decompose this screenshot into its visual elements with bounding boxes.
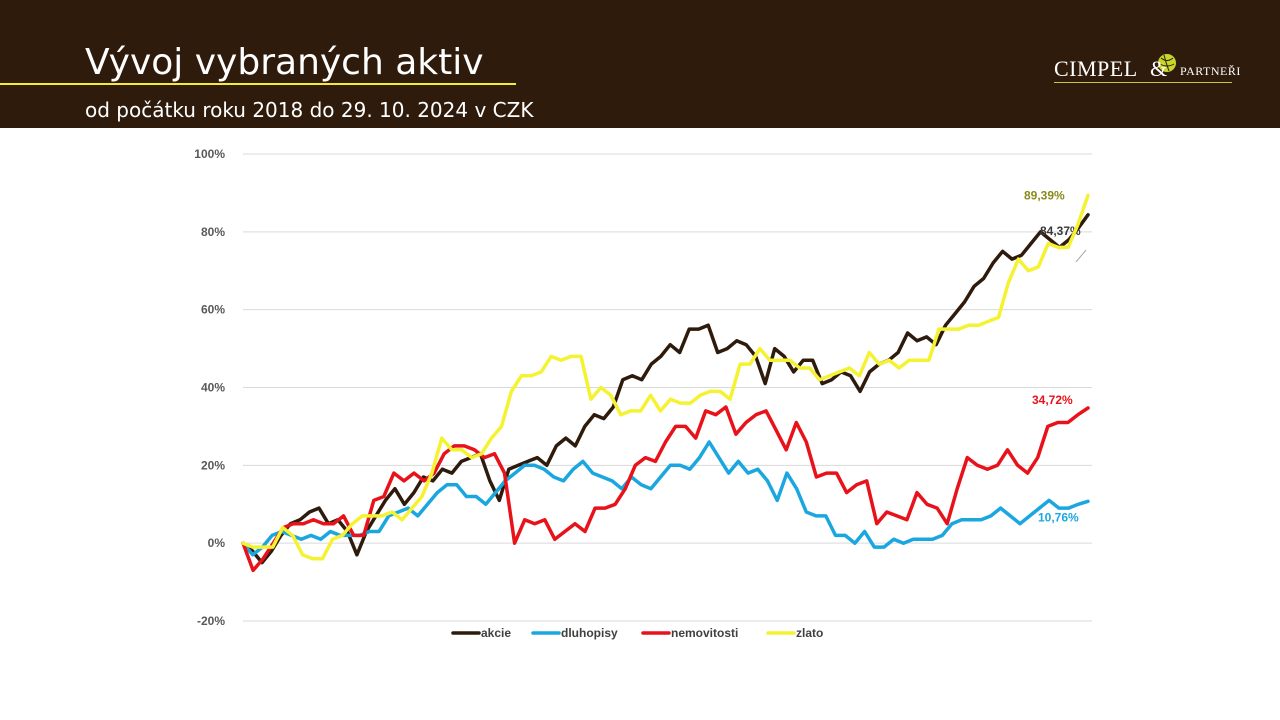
series-line-zlato	[241, 193, 1090, 561]
legend-label-nemovitosti: nemovitosti	[671, 626, 738, 640]
end-label-nemovitosti: 34,72%	[1032, 393, 1073, 407]
logo-ampersand: &	[1150, 56, 1168, 81]
series-line-nemovitosti	[241, 405, 1090, 573]
legend-label-zlato: zlato	[796, 626, 823, 640]
page-title: Vývoj vybraných aktiv	[85, 42, 484, 83]
end-label-zlato: 89,39%	[1024, 188, 1065, 202]
label-leader-line	[1075, 249, 1087, 263]
logo-suffix: PARTNEŘI	[1180, 64, 1241, 78]
series-line-akcie	[241, 213, 1090, 565]
legend-label-dluhopisy: dluhopisy	[561, 626, 618, 640]
y-tick-label: 0%	[208, 536, 226, 550]
end-label-dluhopisy: 10,76%	[1038, 510, 1079, 524]
end-label-akcie: 84,37%	[1040, 224, 1081, 238]
company-logo: CIMPEL & PARTNEŘI	[1050, 46, 1240, 88]
header-bar: Vývoj vybraných aktiv od počátku roku 20…	[0, 0, 1280, 128]
y-tick-label: 40%	[201, 381, 225, 395]
legend-label-akcie: akcie	[481, 626, 511, 640]
logo-leaf-icon	[1158, 54, 1176, 72]
y-tick-label: -20%	[197, 614, 225, 628]
logo-name: CIMPEL	[1054, 56, 1138, 81]
y-tick-label: 80%	[201, 225, 225, 239]
y-tick-label: 100%	[194, 147, 225, 161]
y-tick-label: 60%	[201, 303, 225, 317]
series-line-dluhopisy	[241, 440, 1090, 557]
logo-underline	[1054, 82, 1232, 83]
y-tick-label: 20%	[201, 458, 225, 472]
page-subtitle: od počátku roku 2018 do 29. 10. 2024 v C…	[85, 98, 534, 122]
title-underline	[0, 83, 516, 85]
